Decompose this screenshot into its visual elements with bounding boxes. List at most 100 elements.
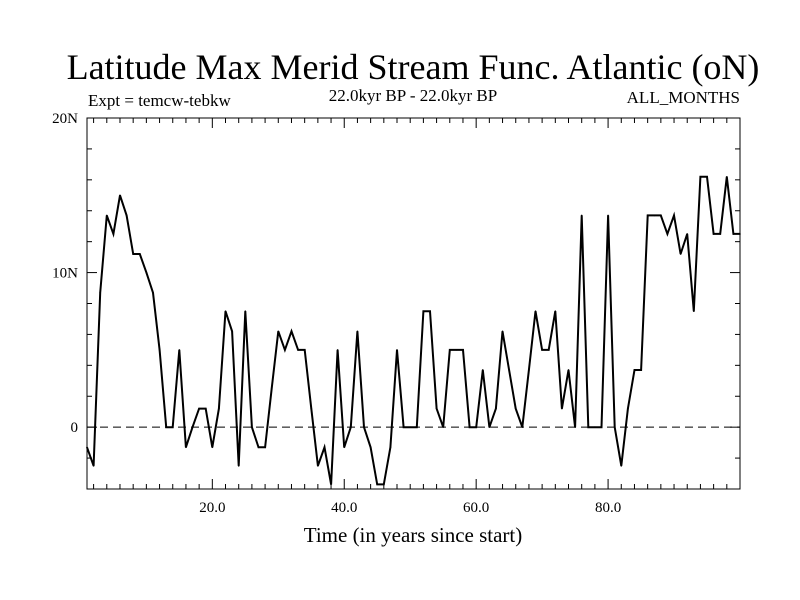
y-tick-label: 0 xyxy=(71,420,79,436)
data-point xyxy=(211,446,214,449)
time-range-label: 22.0kyr BP - 22.0kyr BP xyxy=(329,86,497,105)
data-point xyxy=(290,330,293,333)
data-point xyxy=(178,349,181,351)
data-point xyxy=(501,330,504,333)
data-point xyxy=(429,310,431,313)
data-point xyxy=(185,446,187,449)
x-tick-label: 20.0 xyxy=(199,500,225,516)
data-point xyxy=(198,407,200,410)
x-axis-label: Time (in years since start) xyxy=(304,523,523,547)
data-point xyxy=(383,483,385,486)
data-point xyxy=(171,426,174,428)
data-point xyxy=(86,446,88,449)
data-point xyxy=(633,369,636,371)
data-point xyxy=(712,233,715,235)
data-point xyxy=(224,310,227,313)
data-point xyxy=(587,426,590,428)
data-point xyxy=(481,369,484,371)
data-point xyxy=(264,446,266,449)
data-point xyxy=(369,446,372,449)
data-point xyxy=(119,194,121,197)
data-point xyxy=(138,253,141,255)
data-point xyxy=(231,330,233,333)
data-point xyxy=(580,214,583,217)
y-axis-ticks: 0 10N 20N xyxy=(52,111,740,459)
data-point xyxy=(646,214,649,217)
data-point xyxy=(653,214,656,217)
data-point xyxy=(686,233,689,235)
series-line xyxy=(86,175,740,486)
series-points xyxy=(86,175,741,486)
data-point xyxy=(145,271,148,274)
data-point xyxy=(554,310,557,313)
data-point xyxy=(270,387,273,390)
y-tick-label: 20N xyxy=(52,111,78,127)
data-point xyxy=(297,349,299,351)
data-point xyxy=(534,310,537,313)
data-point xyxy=(277,330,280,333)
data-point xyxy=(396,349,398,351)
data-point xyxy=(409,426,412,428)
data-point xyxy=(323,446,326,449)
data-point xyxy=(660,214,662,217)
data-point xyxy=(204,407,207,410)
data-point xyxy=(547,349,550,351)
data-point xyxy=(303,349,306,351)
data-point xyxy=(422,310,425,313)
x-tick-label: 60.0 xyxy=(463,500,489,516)
data-point xyxy=(600,426,603,428)
data-point xyxy=(462,349,464,351)
data-point xyxy=(699,175,702,178)
data-point xyxy=(679,253,682,255)
data-point xyxy=(594,426,596,428)
data-point xyxy=(613,426,616,428)
months-label: ALL_MONTHS xyxy=(627,88,740,107)
data-point xyxy=(455,349,458,351)
data-point xyxy=(310,407,313,410)
x-tick-label: 80.0 xyxy=(595,500,621,516)
x-tick-label: 40.0 xyxy=(331,500,357,516)
data-point xyxy=(389,446,392,449)
y-tick-label: 10N xyxy=(52,266,78,282)
experiment-label: Expt = temcw-tebkw xyxy=(88,91,231,110)
data-point xyxy=(607,214,609,217)
x-axis-ticks: 20.0 40.0 60.0 80.0 xyxy=(93,118,741,516)
data-point xyxy=(640,369,642,371)
data-point xyxy=(330,483,332,486)
data-point xyxy=(218,407,220,410)
data-point xyxy=(574,426,576,428)
data-point xyxy=(251,426,253,428)
data-point xyxy=(105,214,108,217)
data-point xyxy=(92,465,95,467)
data-point xyxy=(244,310,247,313)
chart-title: Latitude Max Merid Stream Func. Atlantic… xyxy=(67,47,760,87)
data-point xyxy=(165,426,167,428)
data-point xyxy=(673,214,675,217)
data-point xyxy=(739,233,741,235)
data-point xyxy=(112,233,115,235)
data-point xyxy=(402,426,405,428)
data-point xyxy=(158,349,161,351)
data-point xyxy=(99,291,101,294)
data-point xyxy=(521,426,524,428)
data-point xyxy=(356,330,359,333)
data-point xyxy=(415,426,418,428)
data-point xyxy=(343,446,346,449)
data-point xyxy=(257,446,260,449)
data-point xyxy=(726,175,728,178)
data-point xyxy=(488,426,491,428)
data-point xyxy=(706,175,708,178)
data-point xyxy=(693,310,695,313)
data-point xyxy=(495,407,497,410)
data-point xyxy=(435,407,438,410)
data-point xyxy=(475,426,477,428)
data-point xyxy=(191,426,194,428)
data-point xyxy=(152,291,154,294)
data-point xyxy=(237,465,240,467)
data-point xyxy=(350,426,352,428)
data-point xyxy=(363,426,365,428)
data-point xyxy=(561,407,563,410)
data-point xyxy=(317,465,319,467)
data-point xyxy=(125,214,128,217)
